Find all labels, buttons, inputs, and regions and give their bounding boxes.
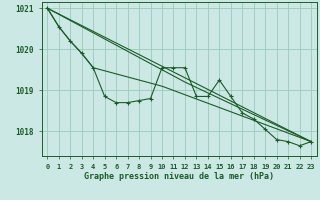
- X-axis label: Graphe pression niveau de la mer (hPa): Graphe pression niveau de la mer (hPa): [84, 172, 274, 181]
